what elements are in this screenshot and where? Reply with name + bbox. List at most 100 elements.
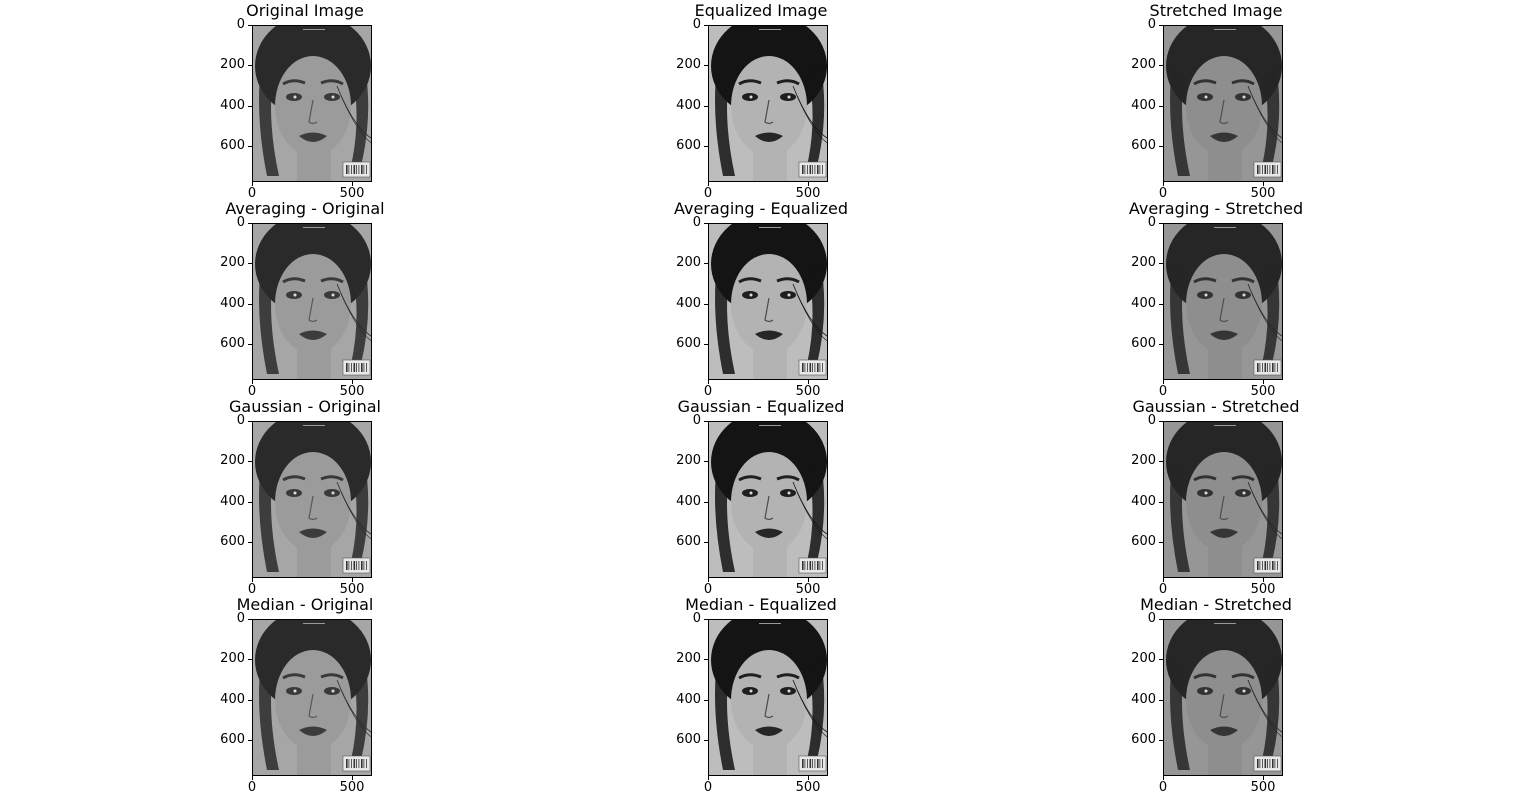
portrait-hair-left	[1170, 462, 1190, 572]
barcode-bar	[346, 759, 348, 768]
image-axes	[708, 223, 828, 380]
barcode-bar	[807, 165, 808, 174]
y-tick	[704, 223, 708, 224]
portrait-eye-highlight-right	[787, 491, 791, 495]
x-tick	[252, 776, 253, 780]
y-tick-label: 200	[676, 255, 701, 270]
barcode-bar	[363, 759, 365, 768]
portrait-nose	[764, 99, 774, 125]
x-tick	[1263, 182, 1264, 186]
x-tick-label: 500	[339, 186, 365, 201]
subplot-title: Averaging - Equalized	[673, 199, 849, 218]
y-tick-label: 600	[1131, 534, 1156, 549]
image-axes	[252, 619, 372, 776]
barcode-bar	[1264, 165, 1267, 174]
barcode-bar	[1262, 759, 1263, 768]
portrait-hair-left	[259, 66, 279, 176]
x-tick-label: 500	[795, 780, 821, 795]
barcode-bar	[1277, 759, 1278, 768]
portrait-brow-left	[282, 673, 306, 680]
grayscale-portrait-image	[1164, 26, 1282, 181]
portrait-brow-right	[776, 673, 800, 680]
barcode-bar	[1272, 363, 1274, 372]
y-tick	[1159, 344, 1163, 345]
portrait-strand	[792, 85, 827, 139]
y-tick	[248, 344, 252, 345]
portrait-nose	[764, 297, 774, 323]
grayscale-portrait-image	[1164, 224, 1282, 379]
barcode-bar	[363, 165, 365, 174]
y-tick-label: 200	[676, 453, 701, 468]
barcode-bar	[363, 363, 365, 372]
barcode-bar	[361, 165, 363, 174]
y-tick-label: 400	[220, 494, 245, 509]
y-tick	[704, 106, 708, 107]
barcode-bar	[351, 561, 352, 570]
barcode-bar	[356, 759, 357, 768]
y-tick	[704, 421, 708, 422]
barcode-bar	[817, 759, 819, 768]
portrait-nose	[308, 495, 318, 521]
portrait-lips	[755, 528, 783, 538]
y-tick	[248, 502, 252, 503]
barcode-bar	[1274, 165, 1276, 174]
x-tick	[252, 380, 253, 384]
portrait-strand	[336, 283, 371, 337]
portrait-eye-highlight-right	[331, 689, 335, 693]
barcode-bar	[807, 561, 808, 570]
barcode-bar	[812, 165, 813, 174]
portrait-brow-left	[1193, 277, 1217, 284]
y-tick	[248, 619, 252, 620]
portrait-lips	[1210, 330, 1238, 340]
portrait-brow-left	[1193, 475, 1217, 482]
y-tick-label: 0	[692, 611, 701, 626]
x-tick	[1163, 182, 1164, 186]
barcode-bar	[809, 165, 812, 174]
x-tick	[1263, 578, 1264, 582]
portrait-eye-highlight-left	[1204, 293, 1208, 297]
barcode-bar	[346, 561, 348, 570]
barcode-bar	[1274, 561, 1276, 570]
portrait-brow-right	[320, 673, 344, 680]
y-tick-label: 600	[676, 138, 701, 153]
barcode-bar	[809, 561, 812, 570]
barcode-bar	[809, 363, 812, 372]
portrait-hair-right	[1262, 66, 1280, 166]
y-tick	[248, 659, 252, 660]
y-tick-label: 400	[220, 98, 245, 113]
y-tick-label: 600	[676, 732, 701, 747]
subplot-panel: Averaging - Stretched 0 200 400 600 0 500	[1111, 198, 1321, 399]
y-tick	[1159, 502, 1163, 503]
barcode-bar	[1267, 561, 1268, 570]
barcode-bar	[351, 363, 352, 372]
barcode-bar	[1269, 363, 1271, 372]
y-tick-label: 200	[676, 651, 701, 666]
barcode-bar	[358, 561, 360, 570]
image-axes	[708, 619, 828, 776]
subplot-title: Median - Original	[236, 595, 374, 614]
barcode-bar	[363, 561, 365, 570]
y-tick	[1159, 700, 1163, 701]
portrait-hair-left	[259, 264, 279, 374]
portrait-eye-highlight-left	[1204, 689, 1208, 693]
barcode-bar	[356, 165, 357, 174]
y-tick	[704, 344, 708, 345]
y-tick	[248, 263, 252, 264]
portrait-brow-left	[1193, 79, 1217, 86]
grayscale-portrait-image	[253, 422, 371, 577]
x-tick-label: 0	[1158, 186, 1168, 201]
y-tick	[1159, 304, 1163, 305]
barcode-bar	[822, 759, 823, 768]
portrait-strand	[340, 491, 371, 539]
x-tick	[808, 578, 809, 582]
portrait-strand	[1251, 95, 1282, 143]
x-tick	[252, 182, 253, 186]
x-tick-label: 0	[703, 186, 713, 201]
cover-text-line	[759, 29, 781, 30]
portrait-lips	[1210, 132, 1238, 142]
portrait-strand	[796, 491, 827, 539]
barcode-bar	[814, 363, 816, 372]
subplot-panel: Original Image 0 200 400 600 0 500	[200, 0, 410, 201]
x-tick-label: 500	[1250, 780, 1276, 795]
